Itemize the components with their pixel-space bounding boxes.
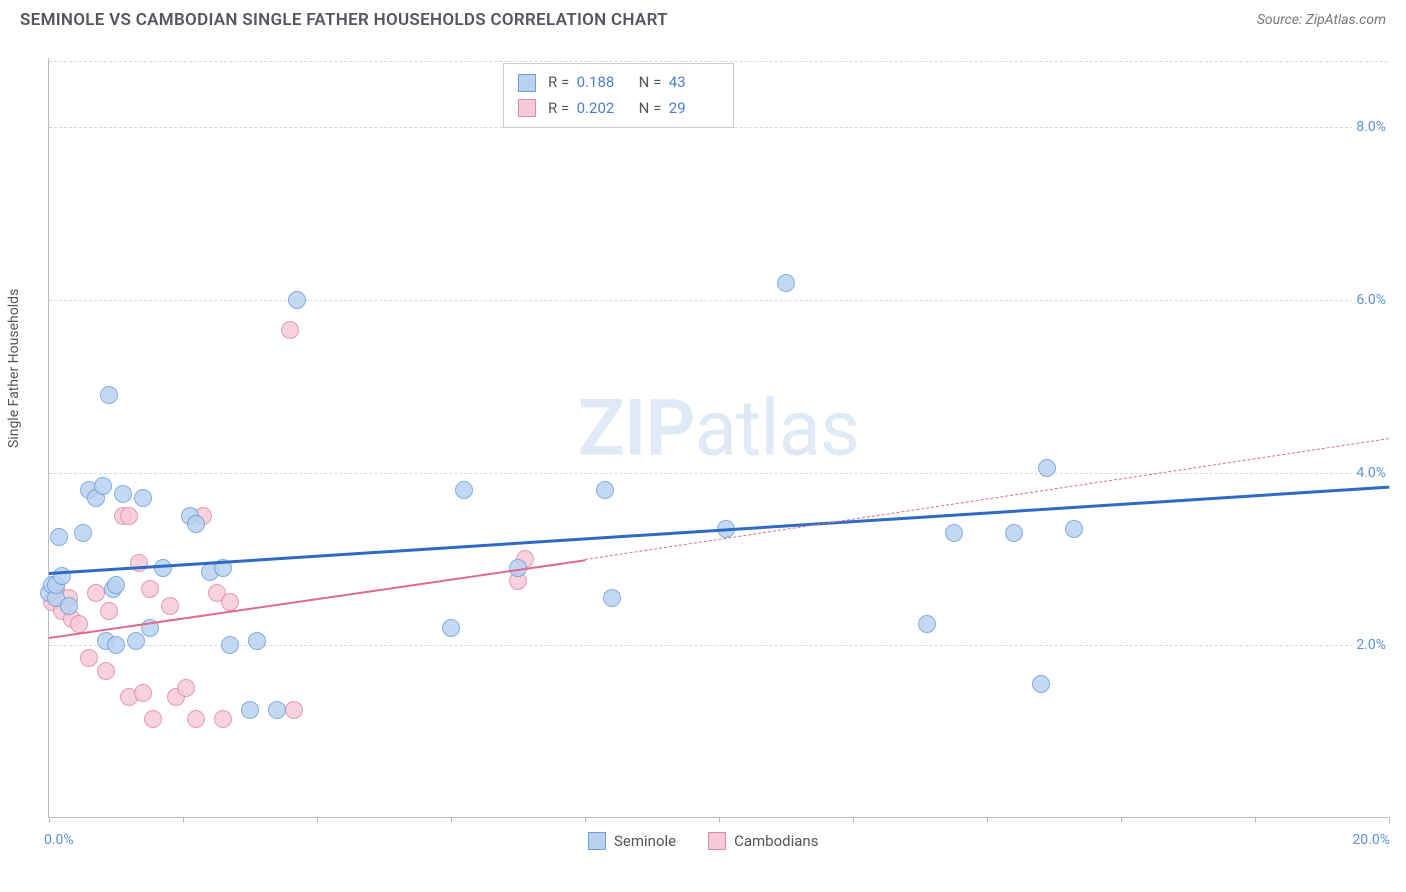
data-point [134, 489, 152, 507]
data-point [603, 589, 621, 607]
x-tick [1389, 817, 1390, 823]
x-tick [987, 817, 988, 823]
data-point [442, 619, 460, 637]
data-point [1032, 675, 1050, 693]
data-point [107, 636, 125, 654]
data-point [221, 593, 239, 611]
data-point [107, 576, 125, 594]
data-point [100, 602, 118, 620]
swatch-seminole [518, 74, 536, 92]
data-point [248, 632, 266, 650]
chart-plot: ZIPatlas 2.0% 4.0% 6.0% 8.0% R = 0.188 N = … [48, 58, 1388, 818]
x-tick [719, 817, 720, 823]
data-point [144, 710, 162, 728]
x-tick [451, 817, 452, 823]
y-tick-label: 4.0% [1352, 465, 1390, 481]
data-point [134, 684, 152, 702]
data-point [241, 701, 259, 719]
data-point [596, 481, 614, 499]
x-tick [1255, 817, 1256, 823]
y-axis-title: Single Father Households [6, 289, 22, 448]
data-point [288, 291, 306, 309]
data-point [187, 515, 205, 533]
data-point [221, 636, 239, 654]
gridline [49, 473, 1388, 474]
swatch-seminole-bottom [588, 832, 606, 850]
data-point [60, 597, 78, 615]
legend-label-cambodians: Cambodians [734, 832, 818, 850]
data-point [918, 615, 936, 633]
x-tick [853, 817, 854, 823]
data-point [455, 481, 473, 499]
legend-stats-row-seminole: R = 0.188 N = 43 [518, 70, 719, 96]
data-point [50, 528, 68, 546]
trend-line [49, 485, 1389, 574]
data-point [285, 701, 303, 719]
y-tick-label: 6.0% [1352, 292, 1390, 308]
data-point [1038, 459, 1056, 477]
x-tick [585, 817, 586, 823]
chart-title: SEMINOLE VS CAMBODIAN SINGLE FATHER HOUS… [20, 10, 668, 30]
trend-line [585, 438, 1389, 560]
legend-stats-row-cambodians: R = 0.202 N = 29 [518, 96, 719, 122]
data-point [177, 679, 195, 697]
source-label: Source: ZipAtlas.com [1257, 12, 1386, 28]
data-point [945, 524, 963, 542]
x-tick [49, 817, 50, 823]
x-max-label: 20.0% [1352, 832, 1390, 848]
gridline [49, 300, 1388, 301]
data-point [74, 524, 92, 542]
plot-area: ZIPatlas 2.0% 4.0% 6.0% 8.0% [48, 58, 1388, 818]
y-tick-label: 2.0% [1352, 637, 1390, 653]
data-point [1065, 520, 1083, 538]
data-point [87, 584, 105, 602]
legend-bottom: Seminole Cambodians [588, 832, 818, 850]
x-tick [183, 817, 184, 823]
data-point [114, 485, 132, 503]
y-tick-label: 8.0% [1352, 119, 1390, 135]
data-point [214, 710, 232, 728]
swatch-cambodians-bottom [708, 832, 726, 850]
data-point [70, 615, 88, 633]
data-point [97, 662, 115, 680]
data-point [187, 710, 205, 728]
data-point [127, 632, 145, 650]
legend-stats-box: R = 0.188 N = 43 R = 0.202 N = 29 [503, 63, 734, 128]
swatch-cambodians [518, 99, 536, 117]
data-point [80, 649, 98, 667]
data-point [777, 274, 795, 292]
gridline [49, 61, 1388, 62]
data-point [100, 386, 118, 404]
x-min-label: 0.0% [44, 832, 74, 848]
data-point [1005, 524, 1023, 542]
data-point [141, 580, 159, 598]
data-point [281, 321, 299, 339]
x-tick [317, 817, 318, 823]
data-point [268, 701, 286, 719]
trend-line [49, 559, 585, 639]
x-tick [1121, 817, 1122, 823]
data-point [161, 597, 179, 615]
legend-label-seminole: Seminole [614, 832, 676, 850]
data-point [94, 477, 112, 495]
watermark: ZIPatlas [578, 383, 859, 474]
data-point [120, 507, 138, 525]
